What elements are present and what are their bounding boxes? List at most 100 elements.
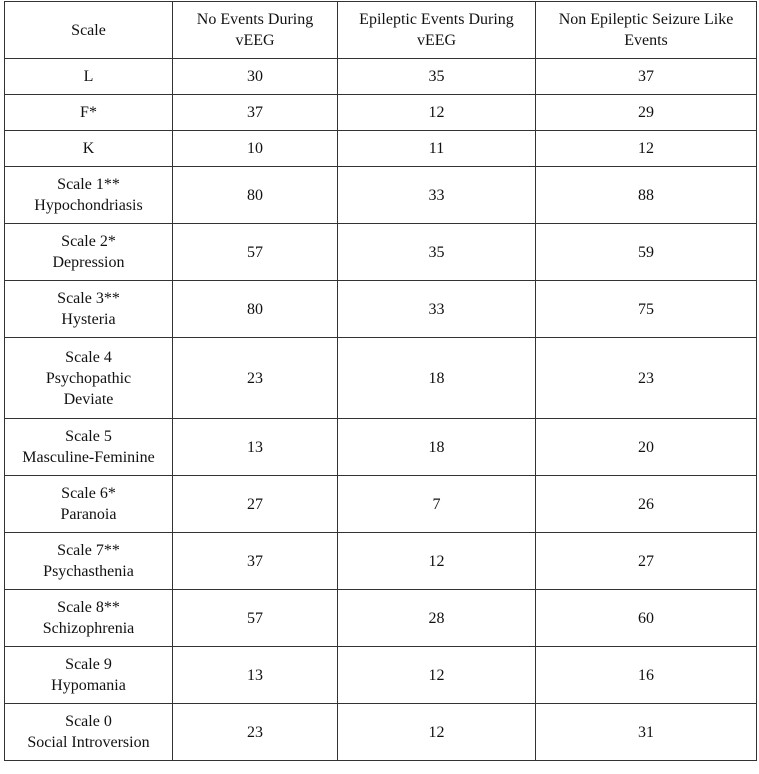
cell-line: Social Introversion: [27, 734, 150, 751]
value-cell: 28: [337, 589, 536, 647]
cell-line: No Events During: [196, 11, 314, 28]
cell-text: 33: [428, 186, 445, 204]
scale-cell: Scale 3** Hysteria: [4, 280, 173, 338]
cell-line: Scale 8**: [57, 599, 120, 616]
cell-line: Epileptic Events During: [359, 11, 514, 28]
cell-line: Scale 9: [65, 656, 112, 673]
cell-text: 27: [638, 552, 654, 570]
scale-cell: Scale 2* Depression: [4, 223, 173, 281]
cell-line: Scale 5: [65, 428, 112, 445]
value-cell: 29: [535, 94, 757, 131]
cell-text: 13: [247, 666, 263, 684]
cell-text: 30: [247, 68, 263, 85]
cell-text: 27: [247, 495, 263, 513]
cell-line: Events: [624, 32, 668, 49]
header-cell: Scale: [4, 1, 173, 59]
value-cell: 35: [337, 223, 536, 281]
table-row: Scale 1** Hypochondriasis 80 33 88: [4, 166, 757, 224]
cell-text: 18: [428, 438, 445, 456]
scale-cell: Scale 6* Paranoia: [4, 475, 173, 533]
table-row: F* 37 12 29: [4, 94, 757, 131]
value-cell: 18: [337, 337, 536, 419]
scale-cell: F*: [4, 94, 173, 131]
value-cell: 35: [337, 58, 536, 95]
cell-line: Psychopathic: [45, 369, 132, 387]
table-row: Scale 5 Masculine-Feminine 13 18 20: [4, 418, 757, 476]
cell-line: Schizophrenia: [42, 620, 135, 637]
header-cell: No Events During vEEG: [172, 1, 338, 59]
cell-text: 12: [428, 666, 445, 684]
cell-line: vEEG: [235, 32, 275, 49]
cell-text: 10: [247, 140, 263, 157]
table-body: L 30 35 37 F* 37 12 29 K 10 11 12 Scale 1** Hypochond…: [4, 58, 757, 761]
cell-text: 35: [428, 68, 445, 85]
value-cell: 12: [535, 130, 757, 167]
value-cell: 12: [337, 646, 536, 704]
value-cell: 20: [535, 418, 757, 476]
cell-text: 80: [247, 300, 263, 318]
cell-text: 11: [428, 140, 445, 157]
cell-line: Scale 0: [65, 713, 112, 730]
value-cell: 37: [172, 532, 338, 590]
cell-line: vEEG: [416, 32, 457, 49]
cell-line: L: [83, 68, 94, 85]
cell-text: 75: [638, 300, 654, 318]
value-cell: 12: [337, 532, 536, 590]
cell-line: Psychasthenia: [43, 563, 134, 580]
value-cell: 30: [172, 58, 338, 95]
value-cell: 57: [172, 589, 338, 647]
value-cell: 33: [337, 166, 536, 224]
scale-cell: Scale 4 Psychopathic Deviate: [4, 337, 173, 419]
value-cell: 31: [535, 703, 757, 761]
value-cell: 27: [535, 532, 757, 590]
value-cell: 23: [172, 337, 338, 419]
cell-line: Scale 3**: [57, 290, 120, 307]
value-cell: 10: [172, 130, 338, 167]
value-cell: 37: [172, 94, 338, 131]
cell-text: 20: [638, 438, 654, 456]
cell-text: 35: [428, 243, 445, 261]
value-cell: 80: [172, 280, 338, 338]
value-cell: 75: [535, 280, 757, 338]
cell-text: 29: [638, 104, 654, 121]
cell-text: 7: [432, 495, 441, 513]
scale-cell: Scale 7** Psychasthenia: [4, 532, 173, 590]
table-row: L 30 35 37: [4, 58, 757, 95]
cell-text: 60: [638, 609, 654, 627]
cell-line: Hypochondriasis: [34, 197, 143, 214]
cell-line: Non Epileptic Seizure Like: [558, 11, 734, 28]
cell-text: 37: [247, 104, 263, 121]
cell-line: F*: [80, 104, 97, 121]
table-row: Scale 7** Psychasthenia 37 12 27: [4, 532, 757, 590]
scale-cell: Scale 5 Masculine-Feminine: [4, 418, 173, 476]
table-header: Scale No Events During vEEG Epileptic Event…: [4, 1, 757, 59]
scale-cell: Scale 9 Hypomania: [4, 646, 173, 704]
value-cell: 13: [172, 646, 338, 704]
value-cell: 12: [337, 703, 536, 761]
table-row: Scale 8** Schizophrenia 57 28 60: [4, 589, 757, 647]
value-cell: 37: [535, 58, 757, 95]
cell-line: Scale 1**: [57, 176, 120, 193]
value-cell: 7: [337, 475, 536, 533]
scale-cell: Scale 1** Hypochondriasis: [4, 166, 173, 224]
cell-line: Depression: [52, 254, 125, 271]
cell-text: 33: [428, 300, 445, 318]
value-cell: 23: [535, 337, 757, 419]
cell-text: 23: [247, 723, 263, 741]
value-cell: 57: [172, 223, 338, 281]
value-cell: 12: [337, 94, 536, 131]
cell-line: Scale 7**: [57, 542, 120, 559]
table-row: Scale 4 Psychopathic Deviate 23 18 23: [4, 337, 757, 419]
value-cell: 13: [172, 418, 338, 476]
cell-text: 23: [638, 369, 654, 387]
cell-text: 28: [428, 609, 445, 627]
cell-text: 26: [638, 495, 654, 513]
cell-text: 12: [428, 104, 445, 121]
cell-text: 18: [428, 369, 445, 387]
cell-text: 12: [428, 723, 445, 741]
scale-cell: Scale 8** Schizophrenia: [4, 589, 173, 647]
value-cell: 33: [337, 280, 536, 338]
cell-text: 12: [428, 552, 445, 570]
cell-text: 88: [638, 186, 654, 204]
cell-line: Deviate: [63, 390, 114, 408]
